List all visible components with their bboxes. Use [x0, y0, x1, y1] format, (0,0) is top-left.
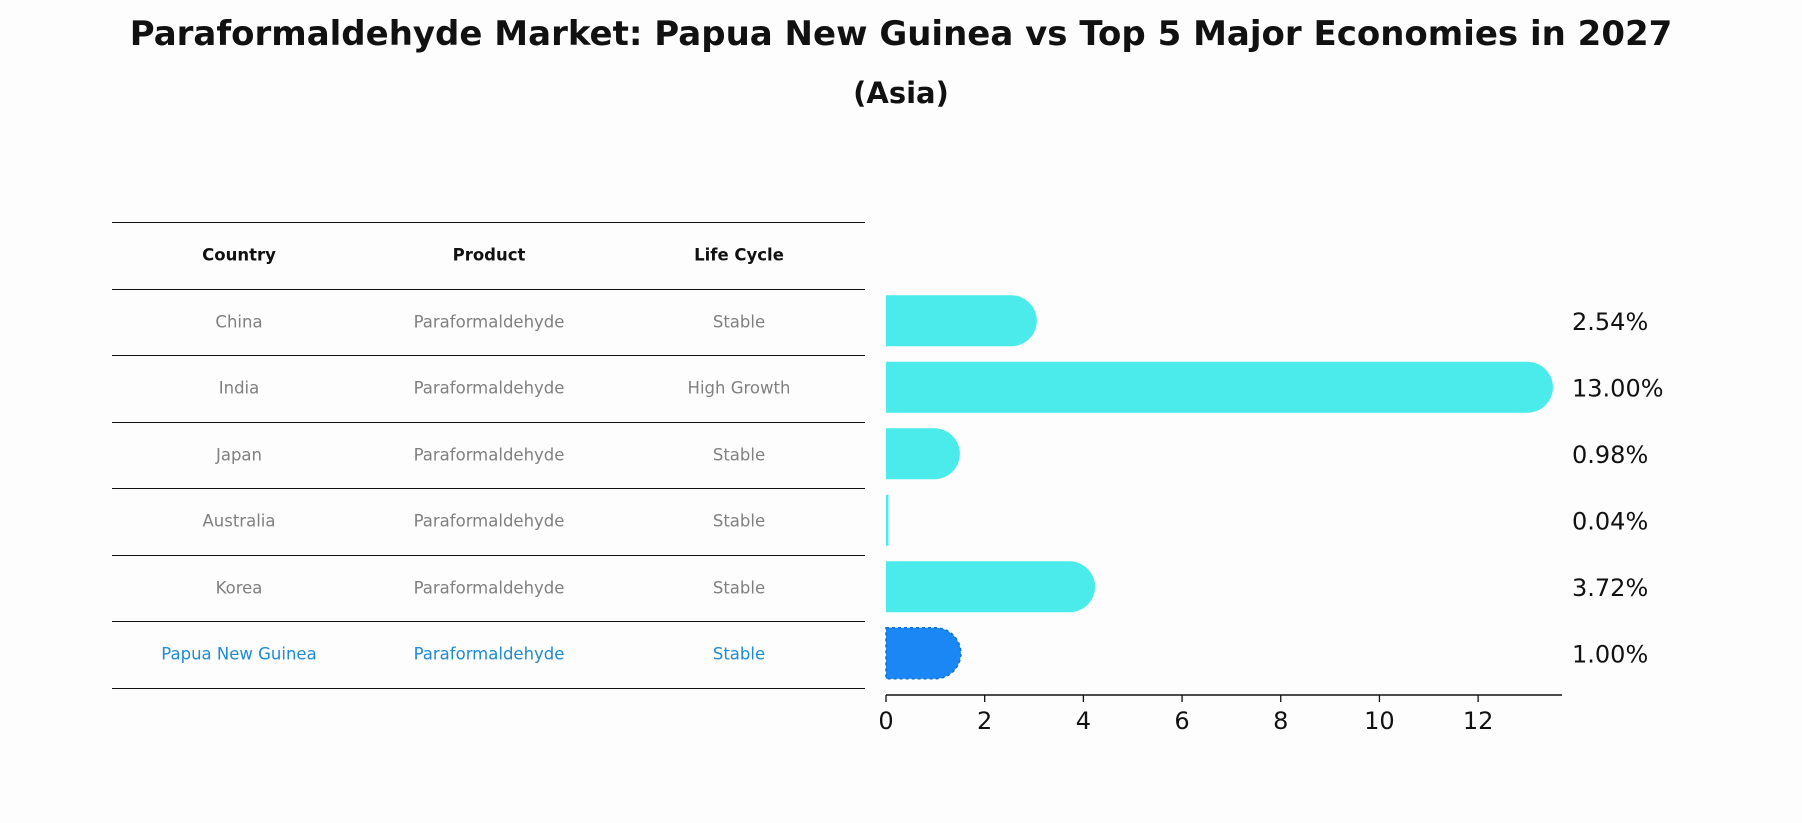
- bar: [886, 361, 1553, 413]
- x-tick-label: 10: [1364, 707, 1395, 735]
- chart-title: Paraformaldehyde Market: Papua New Guine…: [129, 14, 1673, 54]
- table-cell-life-cycle: Stable: [712, 445, 766, 465]
- table-cell-life-cycle: High Growth: [687, 378, 791, 398]
- table-rule: [112, 621, 865, 623]
- table-header-cell: Life Cycle: [694, 245, 784, 265]
- x-tick-label: 0: [878, 707, 893, 735]
- bar-value-label: 1.00%: [1572, 640, 1648, 668]
- table-cell-life-cycle: Stable: [712, 644, 766, 664]
- table-rule: [112, 421, 865, 423]
- table-rule: [112, 288, 865, 290]
- table-cell-life-cycle: Stable: [712, 312, 766, 332]
- table-cell-life-cycle: Stable: [712, 511, 766, 531]
- table-cell-country: China: [215, 312, 263, 332]
- table-cell-product: Paraformaldehyde: [413, 445, 565, 465]
- bar-value-label: 0.98%: [1572, 441, 1648, 469]
- x-tick-label: 2: [977, 707, 992, 735]
- x-tick-label: 12: [1463, 707, 1494, 735]
- bar: [886, 494, 889, 546]
- table-cell-product: Paraformaldehyde: [413, 511, 565, 531]
- table-cell-product: Paraformaldehyde: [413, 644, 565, 664]
- chart-subtitle: (Asia): [853, 76, 949, 110]
- table-rule: [112, 554, 865, 556]
- x-tick-label: 6: [1174, 707, 1189, 735]
- bar-value-label: 3.72%: [1572, 574, 1648, 602]
- table-rule: [112, 687, 865, 689]
- bar-value-label: 2.54%: [1572, 308, 1648, 336]
- table-rule: [112, 222, 865, 224]
- table-cell-product: Paraformaldehyde: [413, 312, 565, 332]
- table-header-cell: Product: [452, 245, 526, 265]
- table-cell-life-cycle: Stable: [712, 578, 766, 598]
- bar: [886, 428, 960, 480]
- table-cell-product: Paraformaldehyde: [413, 578, 565, 598]
- bar-value-label: 13.00%: [1572, 374, 1664, 402]
- table-header-cell: Country: [202, 245, 276, 265]
- bar: [885, 627, 962, 680]
- table-rule: [112, 488, 865, 490]
- bar: [886, 561, 1096, 613]
- bar-value-label: 0.04%: [1572, 507, 1648, 535]
- bar: [886, 295, 1037, 347]
- table-cell-product: Paraformaldehyde: [413, 378, 565, 398]
- table-cell-country: Korea: [215, 578, 263, 598]
- x-tick-label: 4: [1076, 707, 1091, 735]
- table-cell-country: India: [218, 378, 260, 398]
- table-cell-country: Australia: [202, 511, 276, 531]
- table-cell-country: Papua New Guinea: [161, 644, 317, 664]
- table-cell-country: Japan: [215, 445, 263, 465]
- x-tick-label: 8: [1273, 707, 1288, 735]
- table-rule: [112, 355, 865, 357]
